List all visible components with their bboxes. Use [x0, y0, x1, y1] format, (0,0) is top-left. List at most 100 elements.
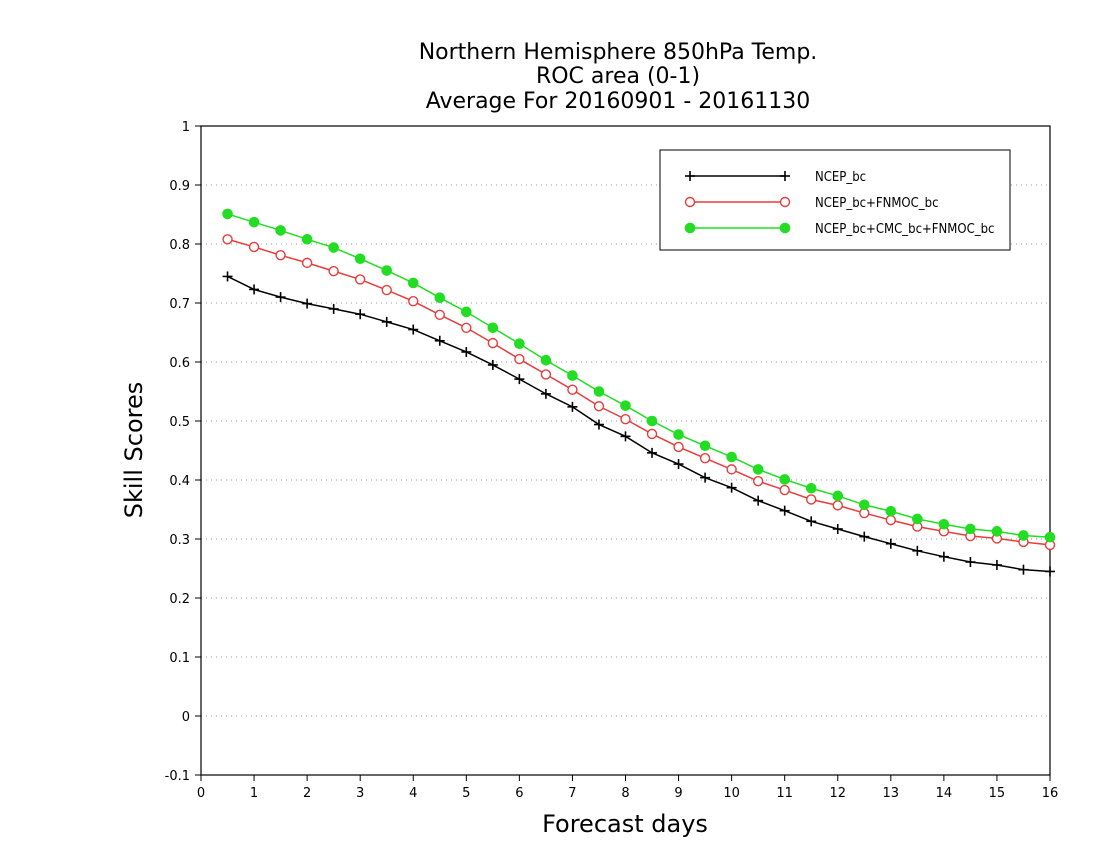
- data-point: [885, 505, 897, 517]
- x-tick-label: 3: [356, 786, 364, 801]
- data-point: [673, 459, 684, 470]
- chart-title-line-3: Average For 20160901 - 20161130: [426, 89, 811, 114]
- data-point: [965, 557, 976, 568]
- data-point: [620, 414, 631, 425]
- chart-title-line-2: ROC area (0-1): [536, 64, 700, 89]
- data-point: [752, 475, 764, 487]
- data-point: [593, 386, 605, 397]
- data-point: [567, 384, 578, 395]
- data-point: [222, 271, 233, 282]
- x-axis-label: Forecast days: [542, 810, 708, 838]
- data-point: [1044, 531, 1056, 543]
- data-point: [301, 257, 313, 269]
- data-point: [248, 216, 260, 228]
- data-point: [859, 531, 870, 542]
- y-tick-label: 0.6: [169, 356, 190, 371]
- data-point: [249, 284, 260, 295]
- data-point: [328, 242, 339, 253]
- data-point: [354, 253, 366, 265]
- x-tick-label: 4: [409, 786, 417, 801]
- series-group: [222, 208, 1056, 577]
- y-axis-label: Skill Scores: [120, 382, 148, 519]
- y-tick-labels: -0.1 0 0.1 0.2 0.3 0.4 0.5 0.6 0.7 0.8 0.9 1: [165, 120, 190, 784]
- legend-entry: NCEP_bc: [685, 170, 866, 185]
- series-line: [227, 238, 1051, 546]
- data-point: [222, 208, 233, 220]
- data-point: [248, 241, 260, 253]
- data-point: [567, 370, 578, 381]
- data-point: [540, 388, 551, 399]
- data-point: [912, 545, 923, 556]
- legend-box: [659, 149, 1011, 251]
- x-tick-label: 13: [883, 786, 900, 801]
- x-tick-label: 8: [621, 786, 629, 801]
- chart-title-line-1: Northern Hemisphere 850hPa Temp.: [419, 40, 818, 65]
- x-tick-label: 9: [674, 786, 682, 801]
- data-point: [328, 265, 339, 277]
- x-tick-label: 12: [829, 786, 846, 801]
- data-point: [832, 490, 844, 502]
- data-point: [647, 447, 658, 458]
- data-point: [434, 292, 446, 303]
- data-point: [275, 292, 286, 303]
- data-point: [779, 484, 790, 496]
- y-tick-label: 0.4: [169, 474, 190, 489]
- data-point: [1045, 566, 1055, 577]
- data-point: [858, 499, 870, 511]
- legend-marker: [685, 171, 695, 181]
- series-3: [222, 208, 1056, 543]
- y-tick-label: -0.1: [165, 769, 190, 784]
- data-point: [726, 482, 737, 493]
- data-point: [301, 233, 313, 245]
- data-point: [593, 401, 605, 412]
- data-point: [461, 322, 472, 333]
- x-tick-label: 1: [250, 786, 258, 801]
- data-point: [885, 514, 897, 526]
- x-tick-label: 14: [936, 786, 953, 801]
- data-point: [540, 369, 552, 380]
- legend-entry: NCEP_bc+FNMOC_bc: [684, 196, 939, 211]
- legend-marker: [684, 222, 696, 234]
- legend-label: NCEP_bc+FNMOC_bc: [815, 196, 939, 211]
- data-point: [726, 451, 737, 463]
- data-point: [461, 346, 472, 357]
- data-point: [885, 538, 896, 549]
- x-tick-label: 10: [723, 786, 740, 801]
- data-point: [514, 338, 525, 350]
- legend-label: NCEP_bc: [815, 170, 866, 185]
- y-tick-label: 0.5: [169, 415, 190, 430]
- data-point: [381, 265, 393, 276]
- data-point: [381, 284, 392, 296]
- data-point: [806, 516, 817, 527]
- data-point: [328, 303, 339, 314]
- data-point: [408, 296, 419, 307]
- data-point: [646, 428, 658, 440]
- data-point: [646, 415, 658, 427]
- legend-marker: [780, 171, 790, 181]
- axis-ticks: [195, 125, 1051, 781]
- data-point: [991, 526, 1003, 537]
- data-point: [752, 464, 764, 475]
- data-point: [938, 518, 950, 530]
- data-point: [673, 441, 684, 453]
- data-point: [620, 431, 631, 442]
- legend-label: NCEP_bc+CMC_bc+FNMOC_bc: [815, 222, 994, 237]
- legend-marker: [779, 222, 791, 234]
- data-point: [779, 474, 790, 485]
- data-point: [700, 472, 711, 483]
- data-point: [779, 505, 790, 516]
- chart-title: Northern Hemisphere 850hPa Temp. ROC are…: [419, 40, 818, 114]
- legend-entry: NCEP_bc+CMC_bc+FNMOC_bc: [684, 222, 994, 237]
- y-tick-label: 0.8: [169, 238, 190, 253]
- data-point: [487, 359, 498, 370]
- series-line: [227, 213, 1051, 538]
- x-tick-labels: 0 1 2 3 4 5 6 7 8 9 10 11 12 13 14 15 16: [197, 786, 1058, 801]
- data-point: [912, 513, 923, 525]
- data-point: [275, 250, 286, 261]
- data-point: [832, 523, 843, 534]
- data-point: [699, 452, 711, 464]
- y-tick-label: 0.3: [169, 533, 190, 548]
- y-tick-label: 0.2: [169, 592, 190, 607]
- grid-lines: [201, 184, 1050, 717]
